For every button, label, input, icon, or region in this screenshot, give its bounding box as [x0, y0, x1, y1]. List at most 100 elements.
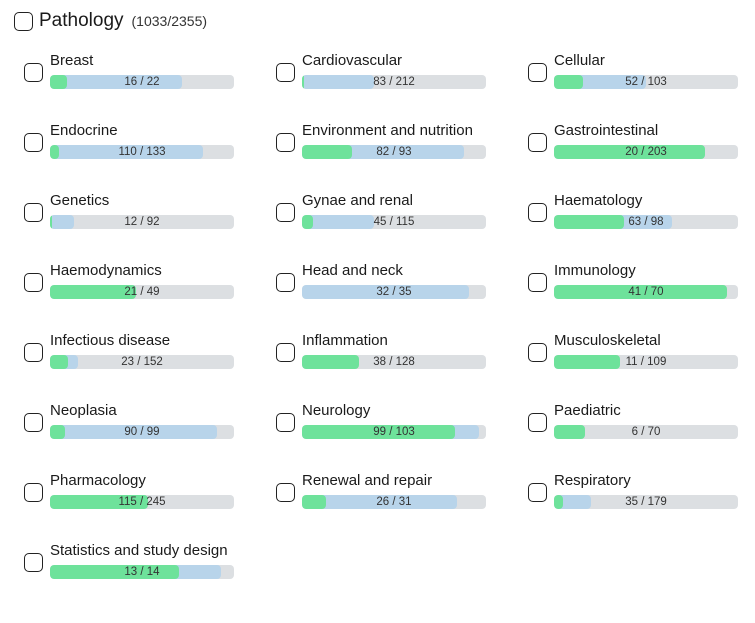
progress-fill-correct — [302, 355, 360, 369]
category-grid: Breast 16 / 22 Cardiovascular 83 / 212 Cellu… — [24, 52, 748, 612]
progress-fill-correct — [302, 145, 352, 159]
category-checkbox[interactable] — [24, 413, 43, 432]
progress-fill-attempted — [302, 285, 470, 299]
category-checkbox[interactable] — [276, 63, 295, 82]
progress-count: 23 / 152 — [121, 356, 163, 368]
category-label: Infectious disease — [50, 332, 171, 349]
category-label: Haematology — [554, 192, 643, 209]
category-item: Gastrointestinal 20 / 203 — [528, 122, 748, 192]
category-checkbox[interactable] — [528, 273, 547, 292]
progress-fill-correct — [554, 285, 727, 299]
progress-fill-attempted — [302, 75, 374, 89]
category-label: Cardiovascular — [302, 52, 403, 69]
category-label: Statistics and study design — [50, 542, 228, 559]
category-checkbox[interactable] — [24, 553, 43, 572]
progress-bar[interactable]: 12 / 92 — [50, 215, 234, 229]
progress-count: 52 / 103 — [625, 76, 667, 88]
progress-bar[interactable]: 20 / 203 — [554, 145, 738, 159]
progress-bar[interactable]: 63 / 98 — [554, 215, 738, 229]
category-label: Renewal and repair — [302, 472, 433, 489]
progress-bar[interactable]: 41 / 70 — [554, 285, 738, 299]
category-label: Breast — [50, 52, 94, 69]
category-item: Inflammation 38 / 128 — [276, 332, 528, 402]
progress-fill-attempted — [50, 145, 203, 159]
progress-count: 99 / 103 — [373, 426, 415, 438]
category-item: Pharmacology 115 / 245 — [24, 472, 276, 542]
category-item: Cellular 52 / 103 — [528, 52, 748, 122]
progress-bar[interactable]: 90 / 99 — [50, 425, 234, 439]
category-checkbox[interactable] — [276, 203, 295, 222]
category-checkbox[interactable] — [276, 483, 295, 502]
progress-fill-correct — [50, 285, 137, 299]
progress-bar[interactable]: 45 / 115 — [302, 215, 486, 229]
category-label: Environment and nutrition — [302, 122, 473, 139]
progress-bar[interactable]: 110 / 133 — [50, 145, 234, 159]
progress-fill-correct — [554, 215, 624, 229]
category-label: Endocrine — [50, 122, 118, 139]
progress-fill-correct — [554, 495, 564, 509]
progress-fill-correct — [50, 215, 52, 229]
progress-bar[interactable]: 83 / 212 — [302, 75, 486, 89]
progress-count: 11 / 109 — [625, 356, 667, 368]
progress-bar[interactable]: 32 / 35 — [302, 285, 486, 299]
category-item: Genetics 12 / 92 — [24, 192, 276, 262]
progress-fill-attempted — [302, 215, 374, 229]
pathology-count: (1033/2355) — [131, 13, 208, 29]
category-checkbox[interactable] — [276, 273, 295, 292]
category-checkbox[interactable] — [528, 133, 547, 152]
category-checkbox[interactable] — [528, 483, 547, 502]
progress-count: 21 / 49 — [124, 286, 160, 298]
progress-fill-attempted — [302, 495, 457, 509]
progress-bar[interactable]: 99 / 103 — [302, 425, 486, 439]
category-item: Environment and nutrition 82 / 93 — [276, 122, 528, 192]
category-checkbox[interactable] — [276, 133, 295, 152]
progress-count: 63 / 98 — [628, 216, 664, 228]
progress-fill-correct — [50, 145, 60, 159]
category-checkbox[interactable] — [528, 413, 547, 432]
progress-fill-correct — [554, 145, 705, 159]
progress-fill-correct — [50, 75, 67, 89]
progress-bar[interactable]: 115 / 245 — [50, 495, 234, 509]
category-item: Cardiovascular 83 / 212 — [276, 52, 528, 122]
progress-bar[interactable]: 26 / 31 — [302, 495, 486, 509]
category-label: Haemodynamics — [50, 262, 162, 279]
category-item: Renewal and repair 26 / 31 — [276, 472, 528, 542]
progress-bar[interactable]: 16 / 22 — [50, 75, 234, 89]
category-checkbox[interactable] — [528, 63, 547, 82]
category-item: Neurology 99 / 103 — [276, 402, 528, 472]
progress-fill-correct — [50, 355, 69, 369]
pathology-checkbox[interactable] — [14, 11, 33, 31]
category-checkbox[interactable] — [24, 203, 43, 222]
progress-count: 12 / 92 — [124, 216, 160, 228]
category-label: Neoplasia — [50, 402, 117, 419]
progress-fill-attempted — [50, 215, 74, 229]
category-checkbox[interactable] — [276, 343, 295, 362]
progress-fill-correct — [554, 355, 621, 369]
progress-count: 38 / 128 — [373, 356, 415, 368]
progress-count: 110 / 133 — [118, 146, 166, 158]
progress-bar[interactable]: 6 / 70 — [554, 425, 738, 439]
category-checkbox[interactable] — [24, 63, 43, 82]
progress-bar[interactable]: 11 / 109 — [554, 355, 738, 369]
progress-bar[interactable]: 82 / 93 — [302, 145, 486, 159]
category-label: Neurology — [302, 402, 371, 419]
progress-bar[interactable]: 21 / 49 — [50, 285, 234, 299]
progress-bar[interactable]: 52 / 103 — [554, 75, 738, 89]
category-checkbox[interactable] — [24, 483, 43, 502]
category-checkbox[interactable] — [24, 273, 43, 292]
category-checkbox[interactable] — [24, 343, 43, 362]
category-checkbox[interactable] — [24, 133, 43, 152]
category-checkbox[interactable] — [528, 203, 547, 222]
category-checkbox[interactable] — [276, 413, 295, 432]
category-label: Musculoskeletal — [554, 332, 661, 349]
category-checkbox[interactable] — [528, 343, 547, 362]
progress-fill-correct — [302, 425, 455, 439]
progress-bar[interactable]: 23 / 152 — [50, 355, 234, 369]
progress-fill-correct — [302, 75, 304, 89]
category-label: Pharmacology — [50, 472, 146, 489]
progress-bar[interactable]: 38 / 128 — [302, 355, 486, 369]
progress-bar[interactable]: 35 / 179 — [554, 495, 738, 509]
category-item: Musculoskeletal 11 / 109 — [528, 332, 748, 402]
progress-bar[interactable]: 13 / 14 — [50, 565, 234, 579]
category-item: Breast 16 / 22 — [24, 52, 276, 122]
